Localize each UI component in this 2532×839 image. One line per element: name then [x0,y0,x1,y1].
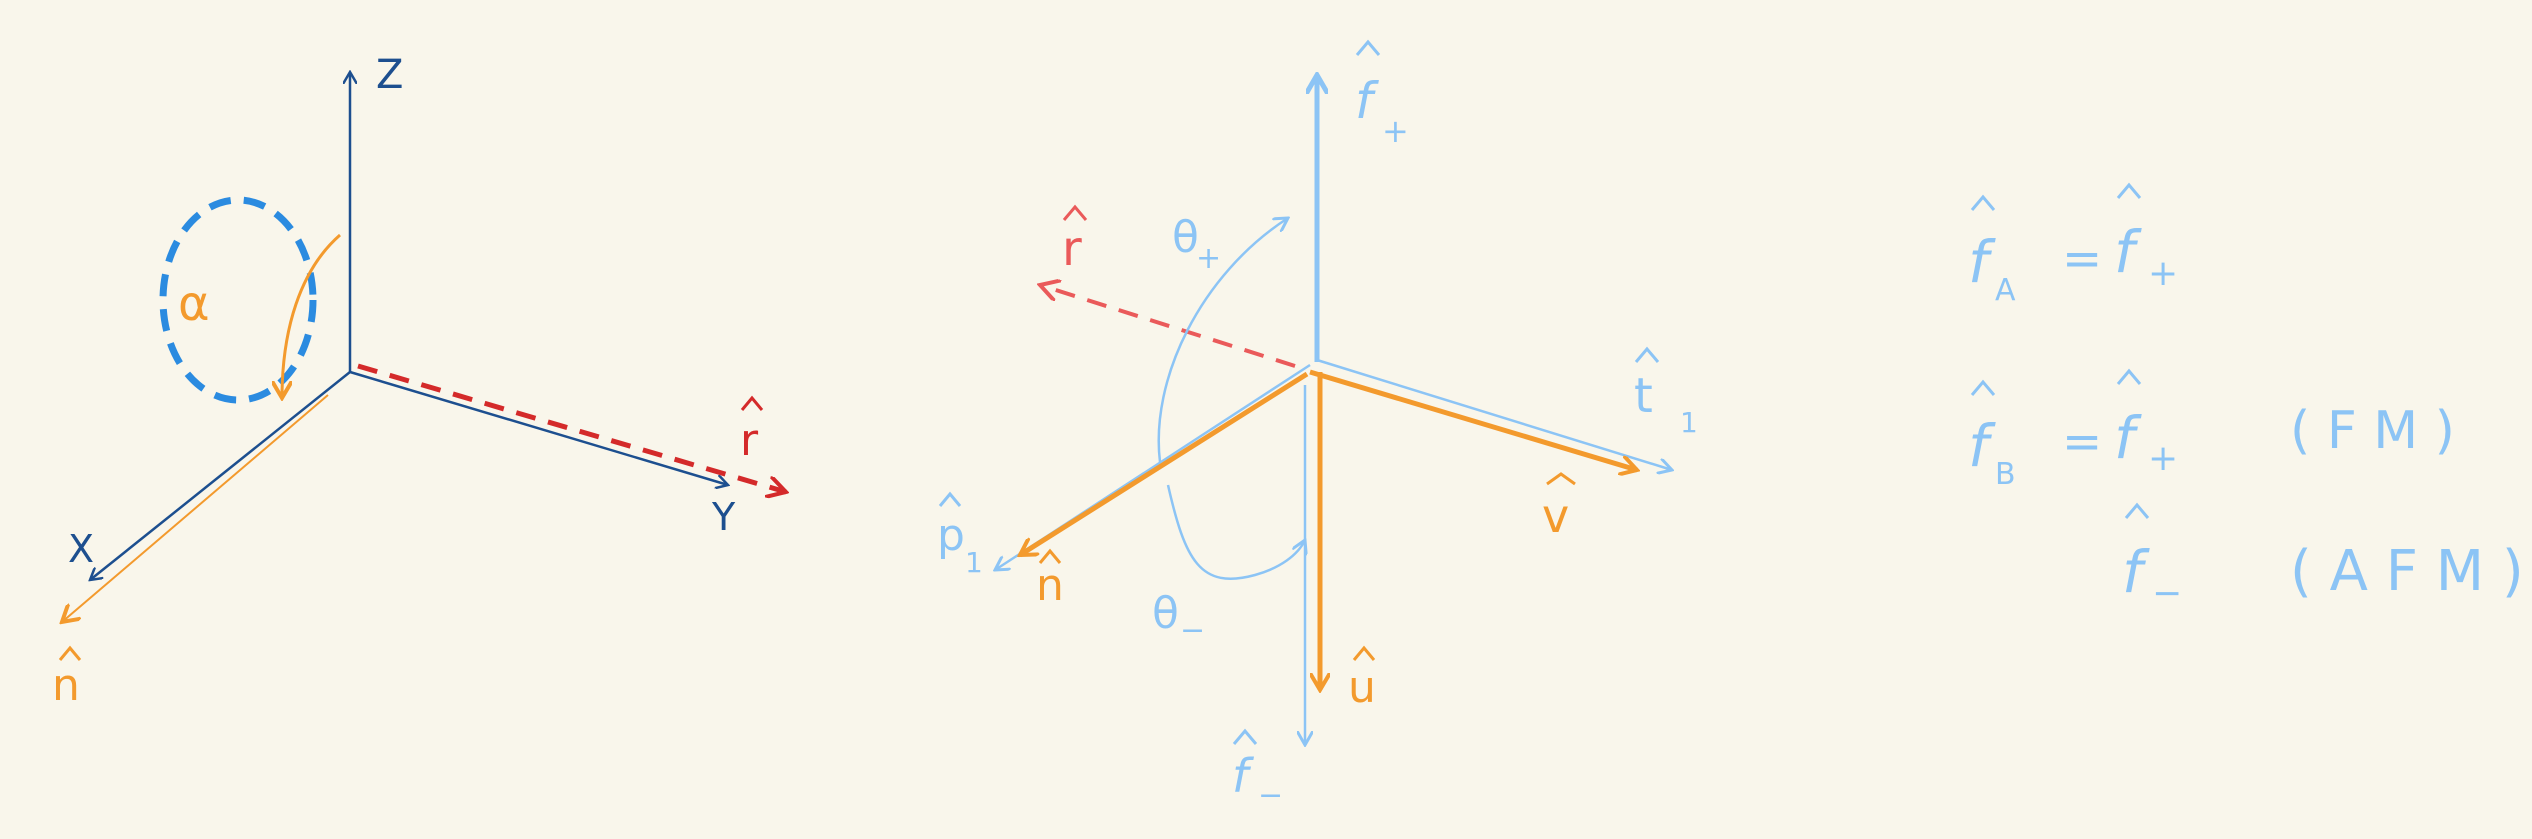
theta-minus-subscript: − [1180,613,1205,648]
eq1-rhs-caret [2116,182,2142,199]
f-plus-label: f [1355,72,1379,130]
n-hat-label: n [52,660,80,711]
equations: f A = f + f B = f + ( F M ) f − ( A F M … [1968,182,2524,614]
eq3-tag: ( A F M ) [2290,539,2524,604]
f-minus-subscript: − [1258,778,1283,813]
eq2-lhs-subscript: B [1995,457,2016,492]
v-hat-label: v [1542,489,1569,543]
theta-plus-arc [1157,218,1288,463]
eq1-equals: = [2062,231,2102,287]
z-axis-label: Z [376,52,403,98]
eq2-rhs-subscript: + [2148,438,2178,479]
y-axis-label: Y [711,495,736,539]
t1-axis [1316,358,1672,470]
eq1-rhs: f [2114,218,2142,286]
f-plus-caret [1355,39,1381,56]
y-axis [349,370,728,485]
x-axis [90,371,351,580]
r-hat-caret [740,395,764,411]
p1-label: p [937,510,965,561]
eq1-lhs-subscript: A [1995,273,2016,308]
eq3-rhs-caret [2124,502,2150,519]
left-coordinate-frame: Z X Y r n α [52,52,786,711]
r-hat-vector [357,363,786,492]
alpha-rotation-arrow [282,233,341,398]
t1-label: t [1634,368,1653,424]
f-minus-label: f [1232,749,1254,803]
n-hat-vector [62,394,329,622]
eq1-rhs-subscript: + [2148,253,2178,294]
eq2-lhs-caret [1970,379,1996,396]
f-minus-caret [1232,728,1258,745]
t1-caret [1634,346,1660,363]
n-hat-mid-label: n [1036,560,1064,611]
f-plus-subscript: + [1382,112,1409,150]
n-hat-mid-caret [1038,548,1062,564]
theta-minus-arc [1166,484,1305,580]
eq2-tag: ( F M ) [2290,401,2455,461]
r-hat-mid-caret [1062,204,1088,221]
eq1-lhs: f [1968,228,1996,296]
v-hat-caret [1546,472,1576,486]
rotation-circle [159,196,317,404]
r-hat-dashed [1040,285,1296,368]
eq3-rhs-subscript: − [2152,573,2182,614]
x-axis-label: X [68,527,94,571]
u-hat-caret [1352,645,1376,661]
p1-caret [938,491,962,507]
eq2-lhs: f [1968,412,1996,480]
eq2-rhs-caret [2116,368,2142,385]
alpha-label: α [178,276,210,332]
t1-subscript: 1 [1680,406,1698,439]
v-hat-vector [1309,369,1637,470]
r-hat-label: r [740,415,759,466]
theta-plus-subscript: + [1196,241,1221,276]
u-hat-label: u [1348,662,1376,713]
p1-subscript: 1 [965,546,983,579]
eq2-equals: = [2062,414,2102,470]
theta-minus-label: θ [1152,588,1179,639]
eq1-lhs-caret [1970,194,1996,211]
eq3-rhs: f [2122,538,2150,606]
r-hat-mid-label: r [1062,221,1082,277]
n-hat-caret [58,645,82,661]
n-hat-vector-mid [1020,371,1309,558]
theta-plus-label: θ [1172,212,1199,263]
middle-frame: f + f − θ + θ − r t 1 p 1 n v u [937,39,1698,813]
eq2-rhs: f [2114,404,2142,472]
